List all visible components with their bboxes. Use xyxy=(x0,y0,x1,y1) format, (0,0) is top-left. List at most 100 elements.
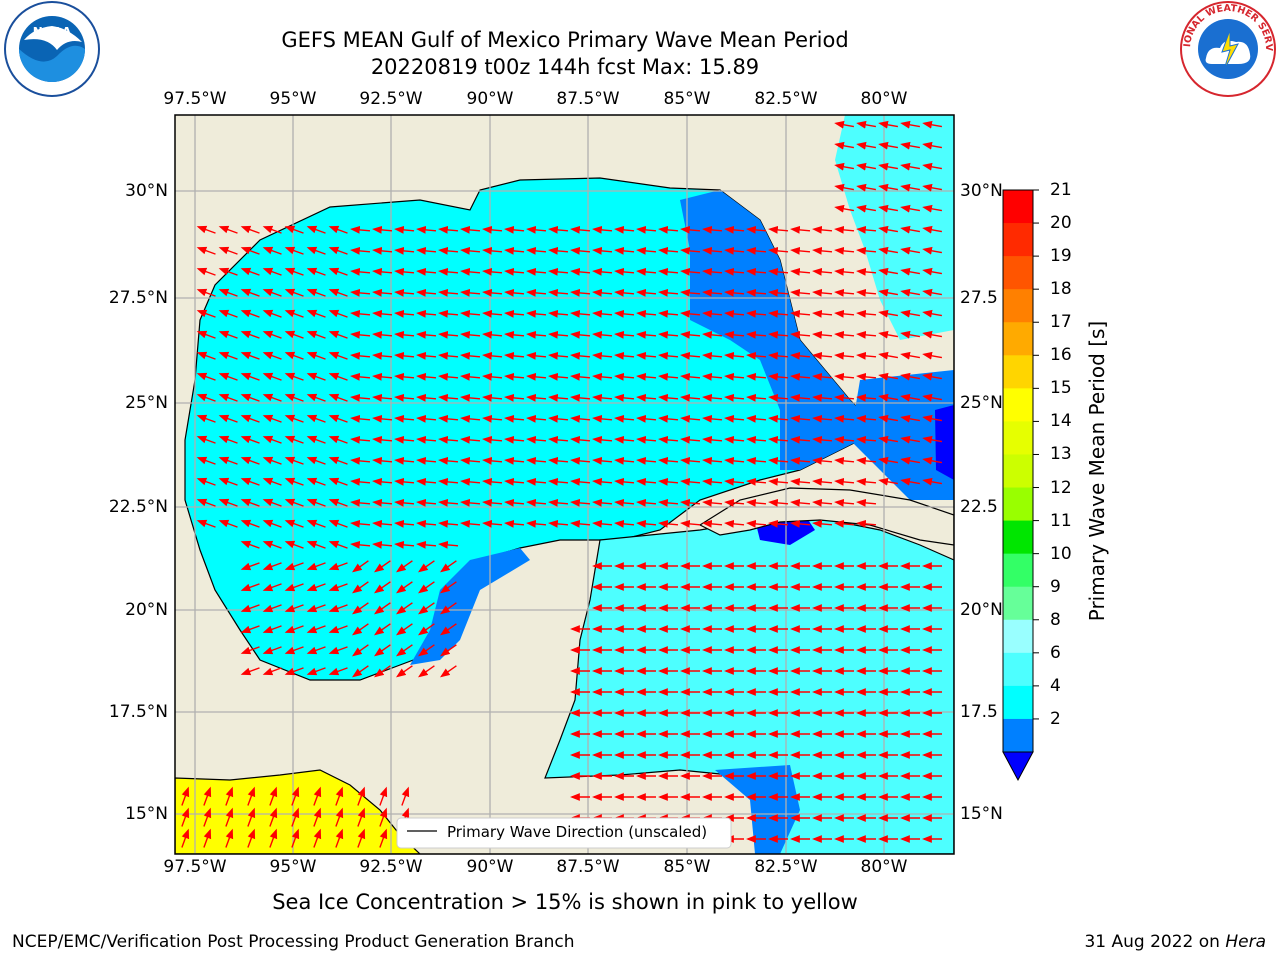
wave-direction-arrow xyxy=(394,288,415,297)
wave-direction-arrow xyxy=(900,435,921,444)
wave-direction-arrow xyxy=(372,246,393,255)
lon-tick-top: 92.5°W xyxy=(359,89,423,109)
wave-direction-arrow xyxy=(438,225,459,234)
wave-direction-arrow xyxy=(790,288,811,297)
lat-tick-right: 20°N xyxy=(960,600,1003,620)
wave-direction-arrow xyxy=(570,309,591,318)
wave-direction-arrow xyxy=(856,162,877,171)
colorbar-segment xyxy=(1003,421,1033,455)
wave-direction-arrow xyxy=(350,351,371,360)
wave-direction-arrow xyxy=(834,477,855,486)
wave-direction-arrow xyxy=(790,456,811,465)
wave-direction-arrow xyxy=(306,667,326,676)
wave-direction-arrow xyxy=(262,330,282,339)
wave-direction-arrow xyxy=(482,309,503,318)
wave-direction-arrow xyxy=(922,330,943,339)
wave-direction-arrow xyxy=(306,267,326,276)
wave-direction-arrow xyxy=(504,414,525,423)
wave-direction-arrow xyxy=(922,120,943,129)
wave-direction-arrow xyxy=(328,540,348,549)
wave-direction-arrow xyxy=(328,393,348,402)
wave-direction-arrow xyxy=(306,498,326,507)
wave-direction-arrow xyxy=(724,477,745,486)
wave-direction-arrow xyxy=(438,372,459,381)
wave-direction-arrow xyxy=(262,246,282,255)
wave-direction-arrow xyxy=(460,498,481,507)
wave-direction-arrow xyxy=(438,393,459,402)
wave-direction-arrow xyxy=(680,330,701,339)
wave-direction-arrow xyxy=(834,519,855,528)
wave-direction-arrow xyxy=(878,120,899,129)
wave-direction-arrow xyxy=(395,665,413,678)
wave-direction-arrow xyxy=(812,414,833,423)
wave-direction-arrow xyxy=(878,267,899,276)
wave-direction-arrow xyxy=(658,372,679,381)
wave-direction-arrow xyxy=(181,828,190,848)
wave-direction-arrow xyxy=(724,414,745,423)
lon-tick-bottom: 87.5°W xyxy=(556,857,620,877)
wave-direction-arrow xyxy=(592,519,613,528)
wave-direction-arrow xyxy=(790,393,811,402)
colorbar-segment xyxy=(1003,256,1033,290)
wave-direction-arrow xyxy=(746,393,767,402)
lat-tick-left: 30°N xyxy=(125,181,168,201)
wave-direction-arrow xyxy=(702,435,723,444)
wave-direction-arrow xyxy=(548,372,569,381)
wave-direction-arrow xyxy=(812,288,833,297)
colorbar-tick-label: 2 xyxy=(1050,708,1061,729)
wave-direction-arrow xyxy=(328,583,348,592)
lon-tick-bottom: 95°W xyxy=(269,857,317,877)
wave-direction-arrow xyxy=(460,246,481,255)
wave-direction-arrow xyxy=(438,246,459,255)
wave-direction-arrow xyxy=(395,581,413,594)
wave-direction-arrow xyxy=(768,414,789,423)
colorbar-segment xyxy=(1003,487,1033,522)
map-subtitle: 20220819 t00z 144h fcst Max: 15.89 xyxy=(370,55,760,79)
colorbar-segment xyxy=(1003,223,1033,257)
wave-direction-arrow xyxy=(768,435,789,444)
wave-direction-arrow xyxy=(548,435,569,444)
wave-direction-arrow xyxy=(922,435,943,444)
wave-direction-arrow xyxy=(306,519,326,528)
wave-direction-arrow xyxy=(526,351,547,360)
wave-direction-arrow xyxy=(526,414,547,423)
wave-direction-arrow xyxy=(878,456,899,465)
wave-direction-arrow xyxy=(218,246,238,255)
wave-direction-arrow xyxy=(790,330,811,339)
wave-direction-arrow xyxy=(482,477,503,486)
wave-direction-arrow xyxy=(372,435,393,444)
wave-direction-arrow xyxy=(394,498,415,507)
colorbar-segment xyxy=(1003,619,1033,654)
wave-direction-arrow xyxy=(922,267,943,276)
wave-direction-arrow xyxy=(900,330,921,339)
wave-direction-arrow xyxy=(768,288,789,297)
bahamas-deep xyxy=(935,405,954,480)
wave-direction-arrow xyxy=(482,456,503,465)
wave-direction-arrow xyxy=(570,288,591,297)
wave-direction-arrow xyxy=(351,560,369,573)
wave-direction-arrow xyxy=(218,309,238,318)
wave-direction-arrow xyxy=(548,519,569,528)
wave-direction-arrow xyxy=(856,414,877,423)
wave-direction-arrow xyxy=(900,120,921,129)
wave-direction-arrow xyxy=(269,786,278,806)
legend-label: Primary Wave Direction (unscaled) xyxy=(447,823,707,841)
wave-direction-arrow xyxy=(636,267,657,276)
wave-direction-arrow xyxy=(878,351,899,360)
wave-direction-arrow xyxy=(790,519,811,528)
lat-tick-right: 30°N xyxy=(960,181,1003,201)
wave-direction-arrow xyxy=(790,351,811,360)
lon-tick-top: 97.5°W xyxy=(163,89,227,109)
wave-direction-arrow xyxy=(306,583,326,592)
wave-direction-arrow xyxy=(394,456,415,465)
wave-direction-arrow xyxy=(790,246,811,255)
wave-direction-arrow xyxy=(592,435,613,444)
wave-direction-arrow xyxy=(548,309,569,318)
wave-direction-arrow xyxy=(460,519,481,528)
wave-direction-arrow xyxy=(878,288,899,297)
wave-direction-arrow xyxy=(240,330,260,339)
wave-direction-arrow xyxy=(218,267,238,276)
wave-direction-arrow xyxy=(680,351,701,360)
wave-direction-arrow xyxy=(746,414,767,423)
wave-direction-arrow xyxy=(417,560,435,573)
